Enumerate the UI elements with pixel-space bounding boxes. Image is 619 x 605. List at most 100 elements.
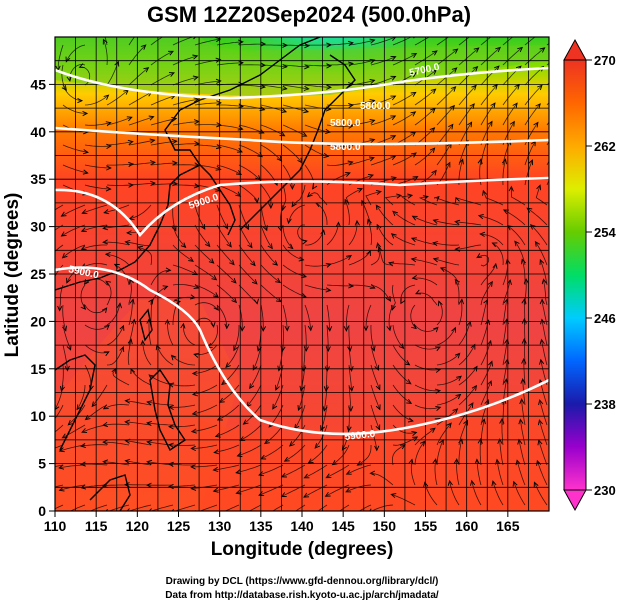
streamline-arrowhead — [102, 421, 109, 428]
contour-label-5800-b: 5800.0 — [330, 118, 361, 129]
streamline-arrowhead — [407, 417, 414, 423]
streamline-arrowhead — [432, 257, 439, 263]
streamline — [248, 504, 262, 511]
streamline-arrowhead — [458, 438, 464, 445]
streamline-arrowhead — [39, 451, 44, 455]
streamline — [91, 384, 108, 407]
streamline — [103, 404, 130, 410]
streamline-arrowhead — [314, 442, 321, 449]
streamline-arrowhead — [410, 237, 417, 243]
streamline-arrowhead — [504, 358, 510, 365]
streamline — [295, 504, 306, 511]
coastline-borneo — [89, 474, 131, 511]
streamline-arrowhead — [79, 461, 86, 467]
x-tick-label: 155 — [414, 518, 438, 534]
streamline-arrowhead — [528, 159, 534, 166]
streamline-arrowhead — [129, 278, 134, 285]
streamline — [80, 284, 86, 310]
streamline — [150, 50, 174, 66]
chart-title: GSM 12Z20Sep2024 (500.0hPa) — [147, 2, 471, 27]
streamline — [238, 244, 256, 266]
streamline — [106, 116, 132, 126]
streamline — [214, 444, 240, 453]
streamline-arrowhead — [487, 339, 492, 346]
streamline — [458, 47, 479, 66]
streamline — [260, 144, 282, 162]
streamline — [367, 219, 373, 246]
streamline — [326, 464, 350, 479]
streamline — [128, 299, 134, 326]
streamline — [167, 320, 174, 346]
streamline-arrowhead — [488, 360, 493, 367]
streamline — [238, 184, 258, 203]
streamline — [55, 244, 64, 252]
streamline — [458, 366, 478, 386]
streamline-arrowhead — [411, 431, 418, 437]
streamline-arrowhead — [229, 259, 235, 266]
streamline — [480, 233, 504, 246]
streamline-arrowhead — [168, 50, 174, 56]
x-tick-label: 140 — [290, 518, 314, 534]
streamline — [539, 419, 548, 446]
streamline-arrowhead — [148, 374, 155, 380]
streamline — [480, 47, 501, 66]
streamline-arrowhead — [348, 283, 355, 289]
streamline — [282, 144, 303, 163]
streamline — [156, 345, 174, 366]
streamline — [260, 444, 284, 460]
streamline-arrowhead — [539, 298, 545, 305]
streamline — [524, 103, 541, 126]
streamline — [125, 421, 152, 426]
streamline-arrowhead — [450, 86, 457, 92]
streamline — [291, 184, 306, 207]
streamline-arrowhead — [267, 243, 273, 250]
streamline — [536, 460, 548, 486]
streamline — [502, 47, 523, 66]
streamline-arrowhead — [556, 143, 560, 148]
streamline — [128, 91, 152, 106]
streamline — [150, 299, 154, 325]
streamline — [57, 44, 64, 71]
streamline — [392, 210, 416, 226]
streamline-arrowhead — [431, 169, 437, 176]
streamline — [125, 241, 152, 246]
streamline — [112, 368, 130, 386]
streamline — [458, 439, 463, 465]
streamline — [216, 184, 241, 197]
streamline-arrowhead — [213, 292, 219, 298]
streamline-arrowhead — [429, 127, 436, 133]
streamline-arrowhead — [490, 102, 496, 109]
streamline — [173, 184, 199, 187]
streamline — [480, 84, 498, 106]
y-tick-label: 20 — [30, 313, 46, 329]
colorbar: 230 238 246 254 262 270 — [563, 38, 616, 512]
streamline-arrowhead — [326, 63, 333, 69]
streamline-arrowhead — [82, 110, 89, 117]
streamline-arrowhead — [236, 170, 242, 176]
streamline-arrowhead — [519, 398, 525, 405]
streamline-arrowhead — [180, 322, 186, 329]
streamline — [216, 41, 243, 46]
streamline — [150, 183, 177, 186]
streamline — [65, 44, 86, 62]
streamline — [282, 224, 293, 249]
streamline — [546, 42, 549, 46]
streamline-arrowhead — [103, 94, 110, 100]
streamline-arrowhead — [239, 325, 246, 332]
streamline-arrowhead — [363, 325, 369, 332]
x-tick-label: 130 — [208, 518, 232, 534]
streamline — [455, 244, 482, 250]
streamline-arrowhead — [238, 513, 243, 517]
streamline-arrowhead — [521, 357, 527, 364]
streamline — [62, 424, 86, 439]
streamline — [192, 364, 218, 374]
streamline-arrowhead — [277, 365, 283, 372]
streamline — [191, 444, 218, 449]
streamline — [370, 243, 380, 266]
streamline — [323, 384, 328, 411]
streamline-arrowhead — [213, 305, 219, 311]
streamline-arrowhead — [289, 184, 295, 190]
streamline — [411, 258, 438, 266]
streamline — [128, 37, 136, 46]
streamline-arrowhead — [432, 458, 438, 465]
